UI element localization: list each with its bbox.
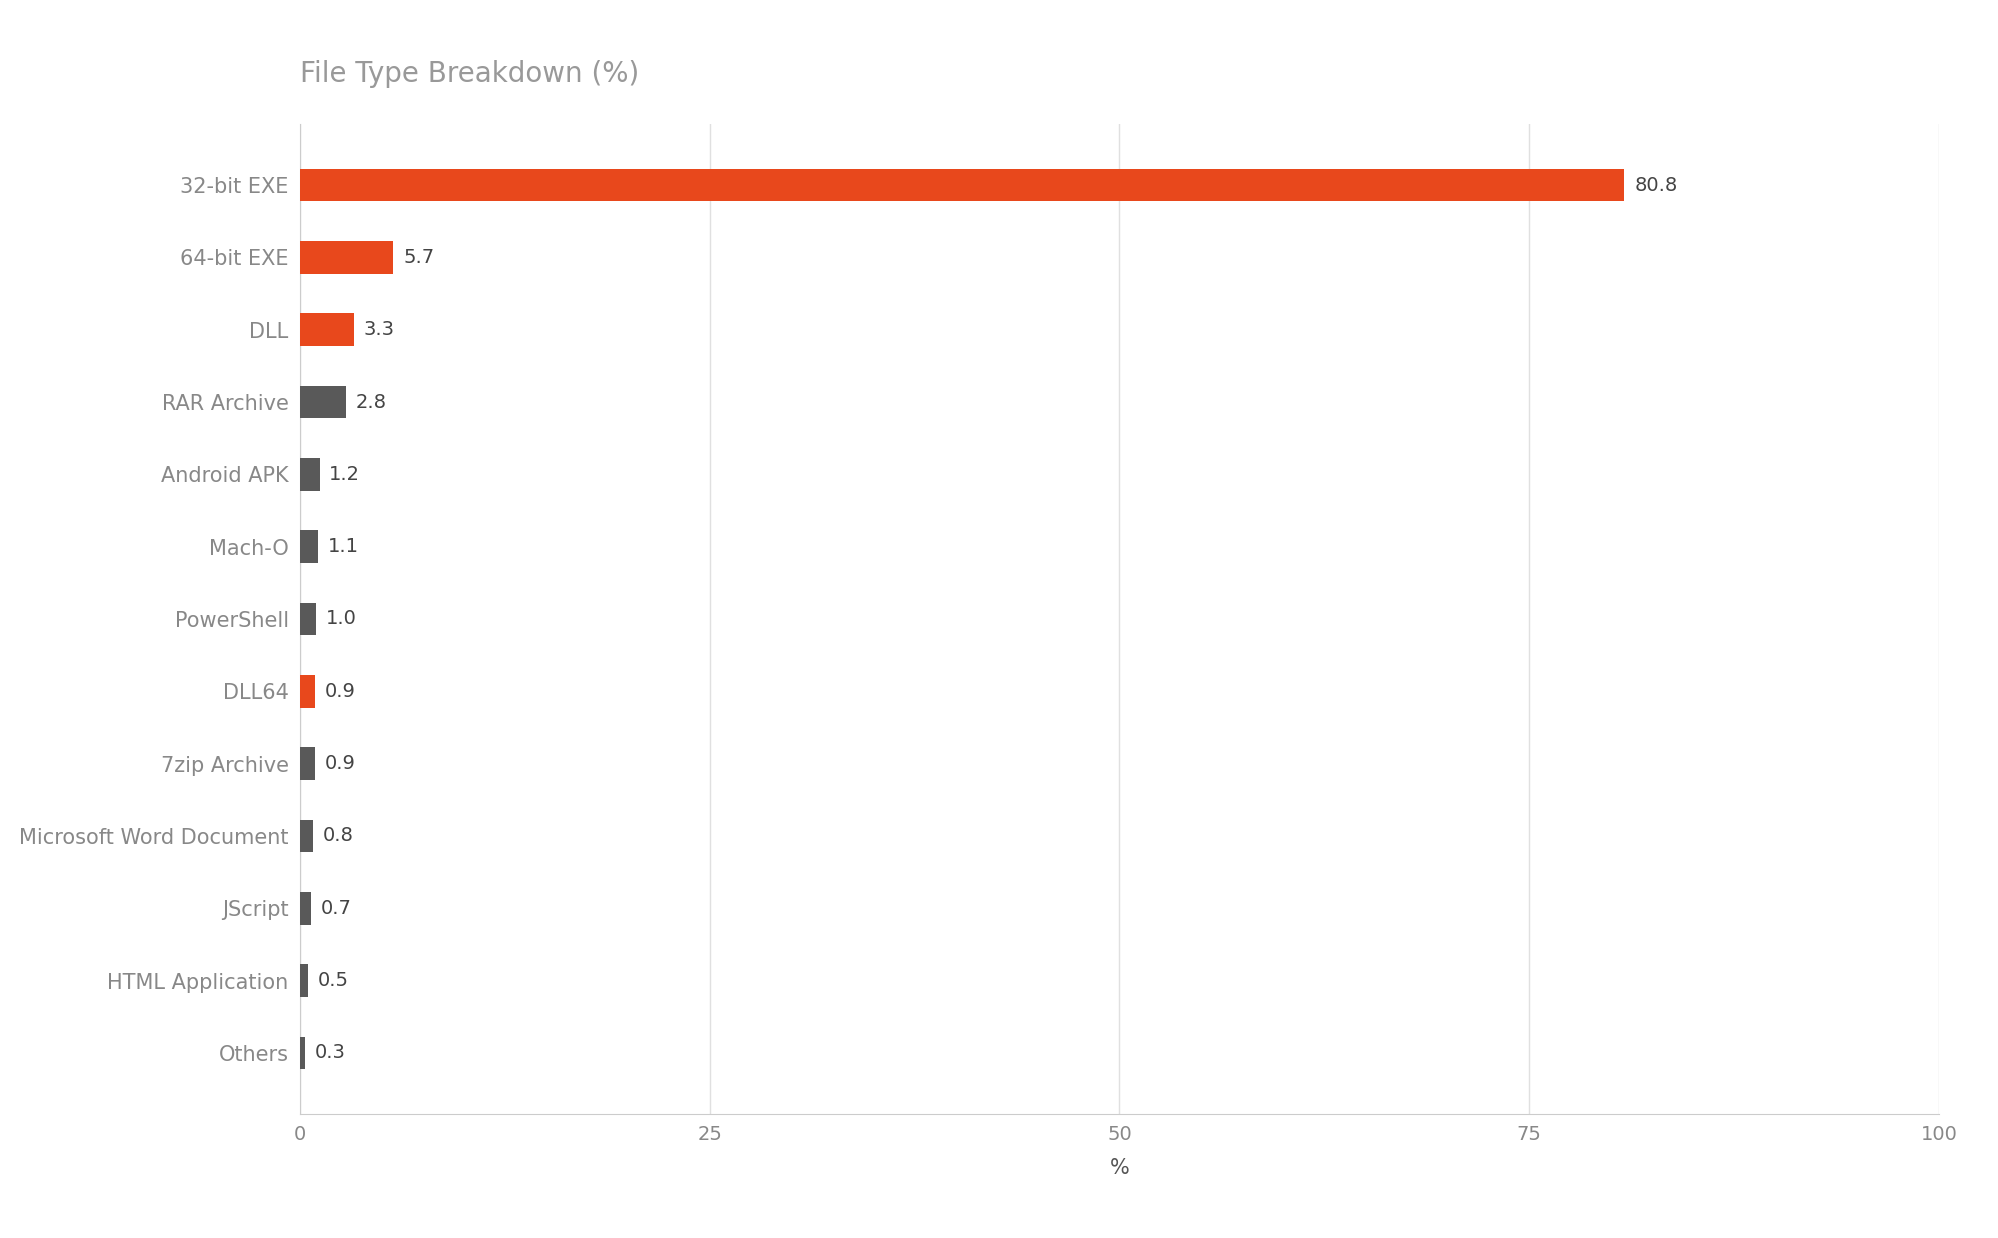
Bar (300, 964, 308, 997)
X-axis label: %: % (1109, 1159, 1129, 1179)
Bar (300, 603, 316, 635)
Text: 0.7: 0.7 (322, 899, 352, 917)
Bar (300, 530, 318, 563)
Text: 1.1: 1.1 (328, 537, 358, 556)
Text: 0.9: 0.9 (324, 754, 356, 774)
Text: 0.9: 0.9 (324, 682, 356, 701)
Bar (300, 168, 1624, 202)
Text: 1.2: 1.2 (330, 464, 360, 484)
Text: File Type Breakdown (%): File Type Breakdown (%) (300, 61, 639, 88)
Bar (300, 1036, 304, 1070)
Bar (300, 675, 314, 708)
Text: 1.0: 1.0 (326, 609, 358, 629)
Bar (300, 893, 312, 925)
Bar (300, 458, 320, 490)
Bar (300, 241, 394, 274)
Text: 2.8: 2.8 (356, 392, 386, 411)
Bar (300, 748, 314, 780)
Bar (300, 313, 354, 345)
Text: 0.5: 0.5 (318, 971, 350, 990)
Text: 5.7: 5.7 (404, 248, 434, 267)
Bar (300, 386, 346, 418)
Text: 3.3: 3.3 (364, 321, 394, 339)
Text: 0.8: 0.8 (322, 827, 354, 846)
Bar (300, 820, 314, 852)
Text: 0.3: 0.3 (314, 1044, 346, 1062)
Text: 80.8: 80.8 (1632, 176, 1676, 194)
